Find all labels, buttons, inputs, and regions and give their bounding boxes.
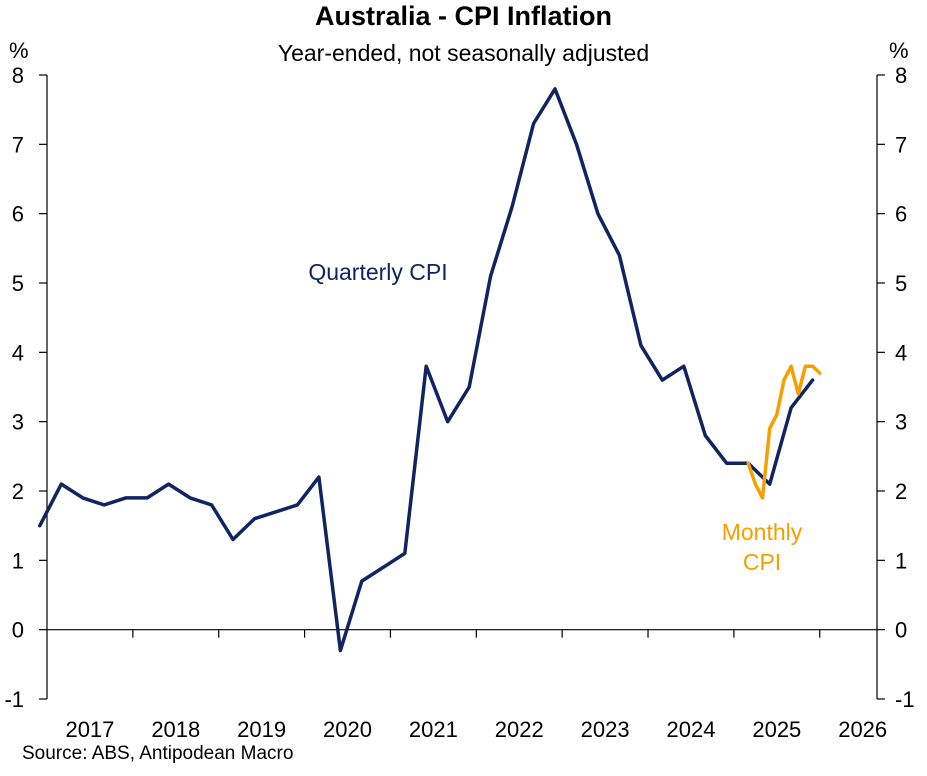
chart-subtitle: Year-ended, not seasonally adjusted (277, 40, 650, 66)
right-y-tick-label: 1 (895, 548, 907, 573)
source-note: Source: ABS, Antipodean Macro (22, 743, 294, 764)
chart-title: Australia - CPI Inflation (314, 1, 613, 31)
quarterly-cpi-line (38, 87, 815, 653)
left-y-tick-label: 7 (12, 132, 24, 157)
monthly-cpi-label-line1: Monthly (722, 519, 803, 545)
left-axis-unit: % (9, 38, 29, 63)
left-y-tick-label: 8 (12, 63, 24, 88)
right-y-tick-label: 8 (895, 63, 907, 88)
x-tick-label: 2020 (323, 717, 372, 742)
left-y-tick-label: 4 (12, 340, 24, 365)
x-tick-label: 2023 (581, 717, 630, 742)
monthly-cpi-label-line2: CPI (743, 549, 781, 575)
right-y-tick-label: 3 (895, 410, 907, 435)
left-y-tick-label: 1 (12, 548, 24, 573)
axes: -1 -1 0 0 1 1 2 2 3 3 4 4 5 5 6 6 7 7 8 8 2017 2018 2019 2020 20… (4, 63, 914, 742)
x-tick-label: 2018 (151, 717, 200, 742)
left-y-tick-label: -1 (4, 687, 24, 712)
x-tick-label: 2021 (409, 717, 458, 742)
series-lines (38, 87, 822, 653)
left-y-tick-label: 5 (12, 271, 24, 296)
x-tick-label: 2025 (752, 717, 801, 742)
x-tick-label: 2024 (666, 717, 715, 742)
right-y-tick-label: 5 (895, 271, 907, 296)
left-y-tick-label: 6 (12, 202, 24, 227)
left-y-tick-label: 2 (12, 479, 24, 504)
quarterly-cpi-label: Quarterly CPI (308, 259, 447, 285)
right-y-tick-label: 0 (895, 618, 907, 643)
right-y-tick-label: 7 (895, 132, 907, 157)
monthly-cpi-line (746, 364, 822, 500)
x-tick-label: 2017 (65, 717, 114, 742)
left-y-tick-label: 0 (12, 618, 24, 643)
right-y-tick-label: 2 (895, 479, 907, 504)
annotations: Quarterly CPI Monthly CPI (308, 259, 802, 575)
x-tick-label: 2019 (237, 717, 286, 742)
right-axis-unit: % (889, 38, 909, 63)
x-tick-label: 2022 (495, 717, 544, 742)
right-y-tick-label: 6 (895, 202, 907, 227)
x-tick-label: 2026 (838, 717, 887, 742)
left-y-tick-label: 3 (12, 410, 24, 435)
right-y-tick-label: -1 (895, 687, 915, 712)
right-y-tick-label: 4 (895, 340, 907, 365)
